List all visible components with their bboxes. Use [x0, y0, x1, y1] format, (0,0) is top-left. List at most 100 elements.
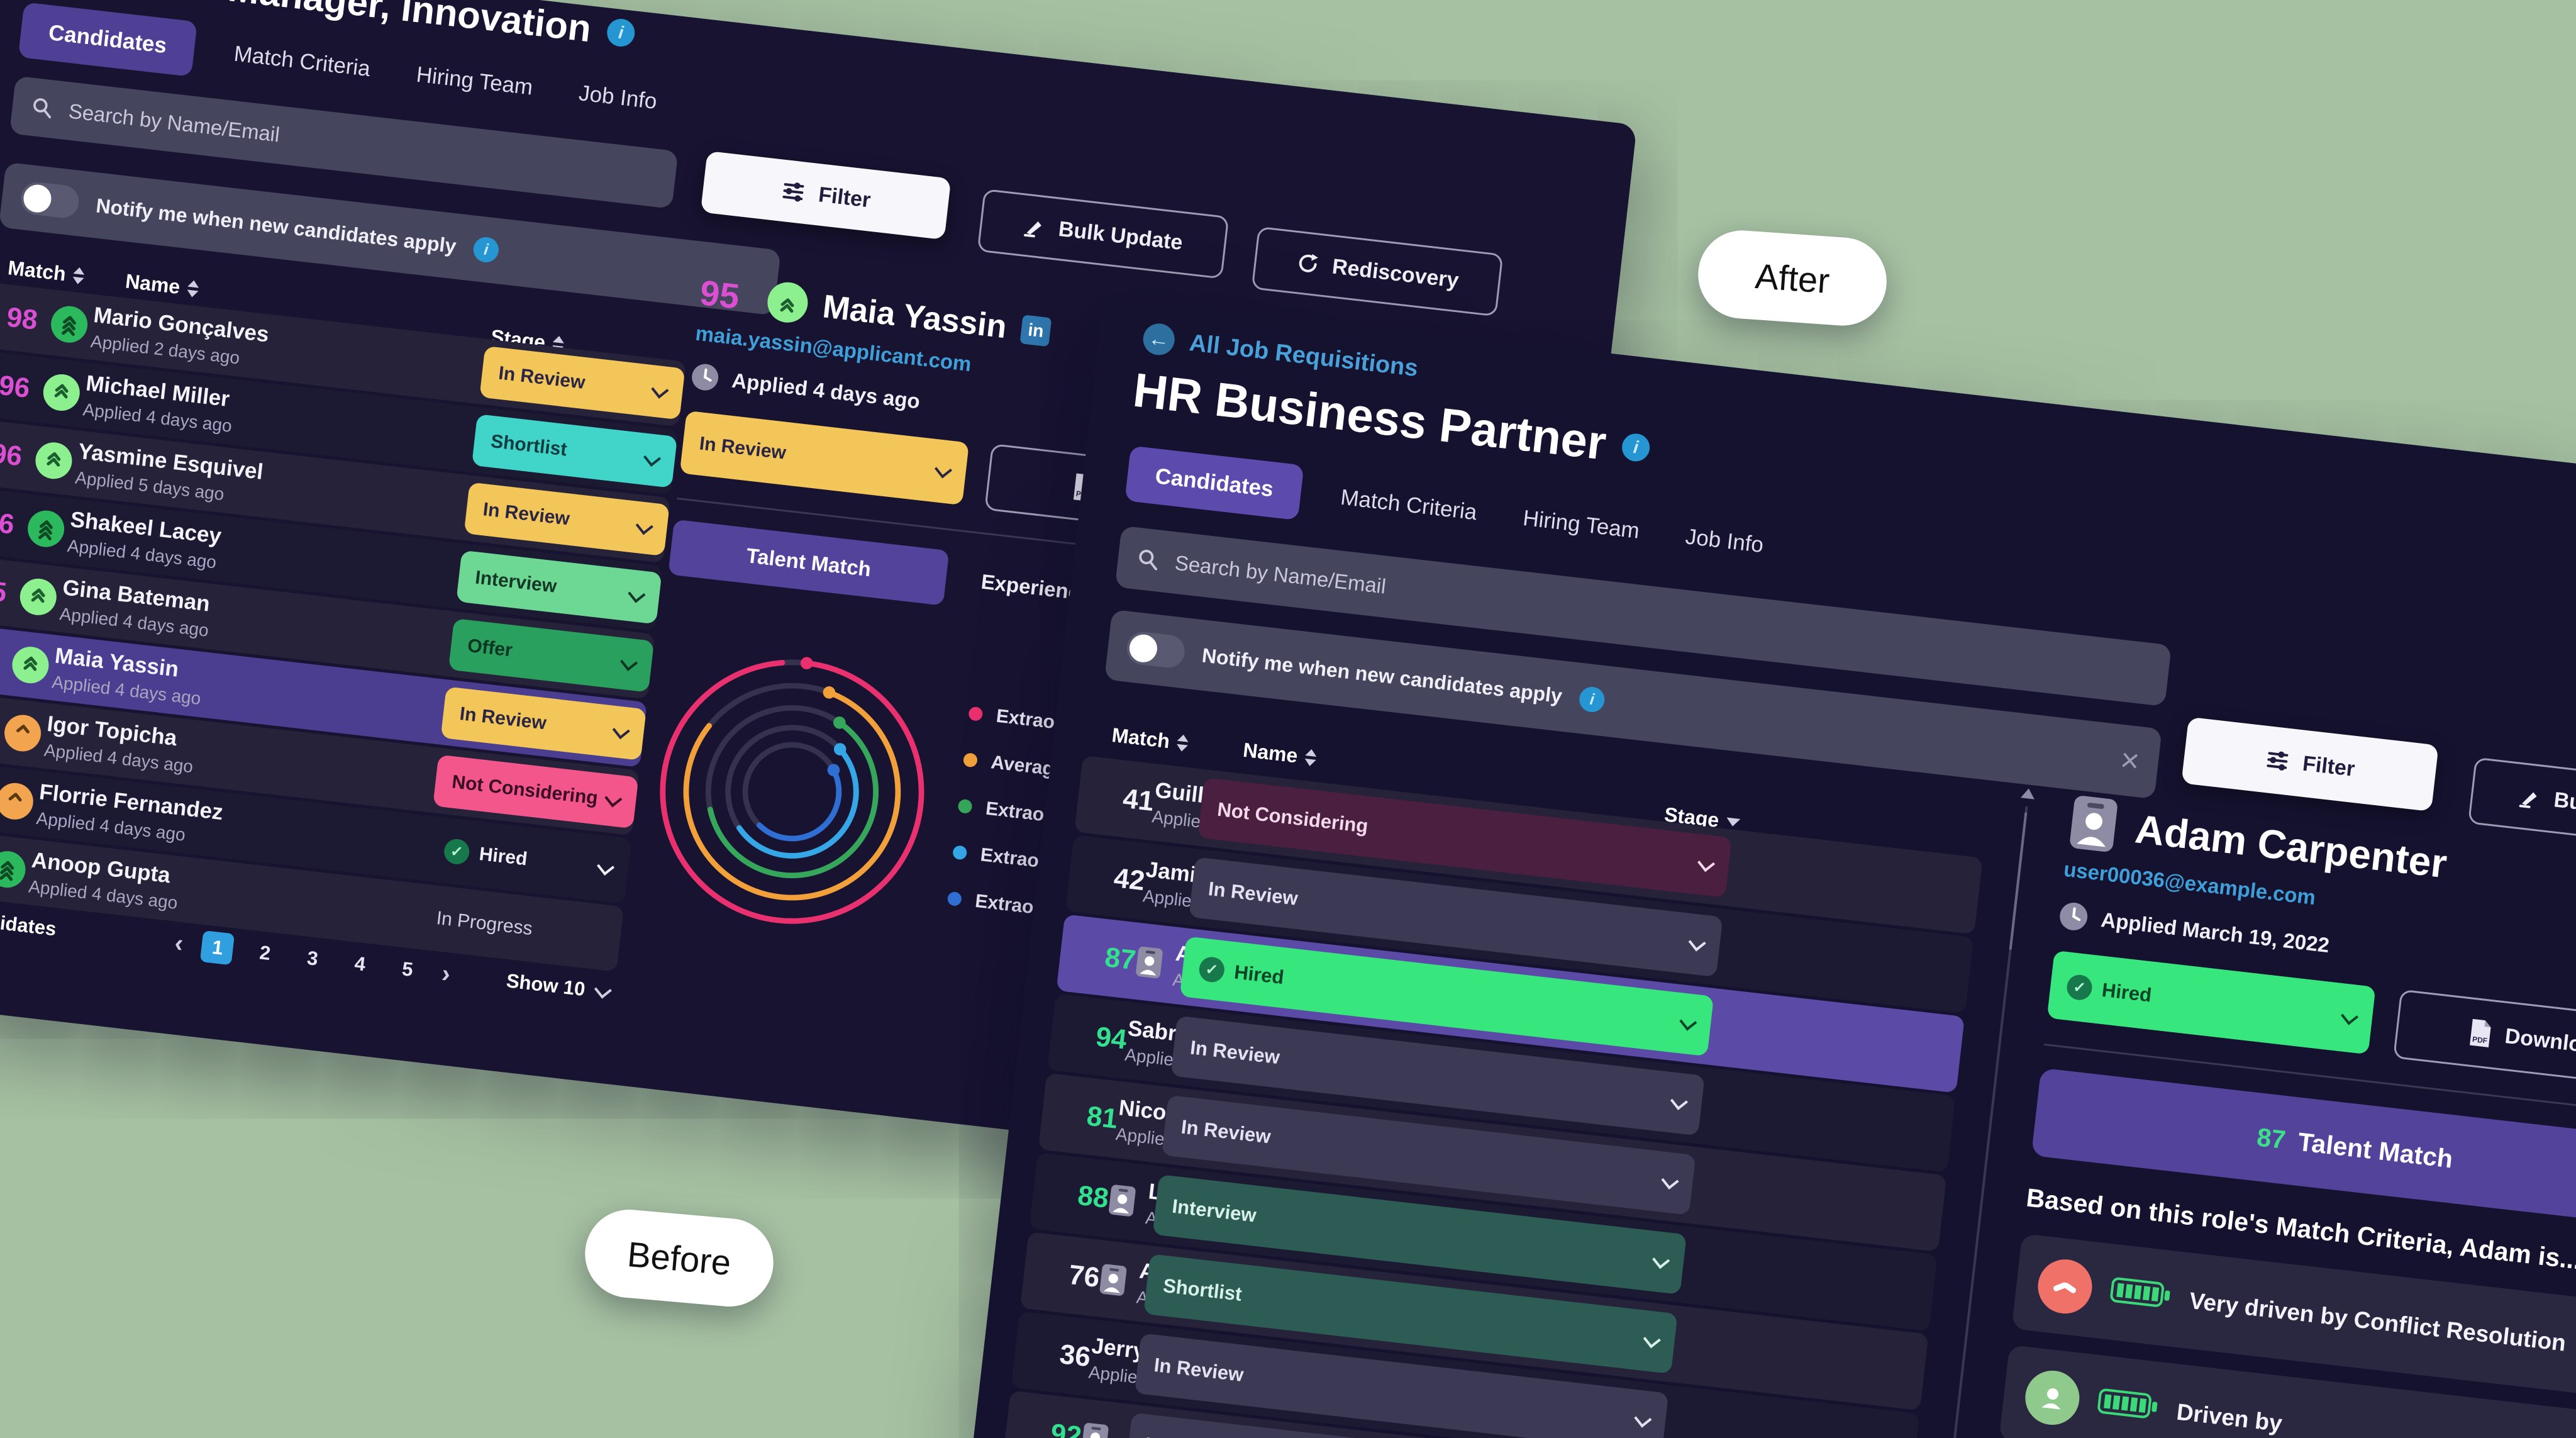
criteria-label: Very driven by Conflict Resolution: [2187, 1287, 2568, 1356]
info-icon[interactable]: i: [472, 235, 501, 264]
id-card-icon: [1097, 1262, 1129, 1298]
table-row[interactable]: 61 Florrie Fernandez Applied 4 days ago …: [0, 758, 632, 904]
stage-chip[interactable]: In Review: [479, 345, 686, 420]
chevron-down-icon: [934, 460, 952, 479]
id-card-icon: [1134, 945, 1165, 981]
tab-hiring-team[interactable]: Hiring Team: [1521, 505, 1641, 543]
stage-label: Shortlist: [489, 430, 569, 460]
match-score: 76: [1067, 1259, 1101, 1294]
page-button[interactable]: 3: [306, 947, 319, 970]
rediscovery-button[interactable]: Rediscovery: [1251, 226, 1504, 317]
stage-chip[interactable]: Offer: [448, 618, 655, 693]
stage-chip[interactable]: ✓ Hired: [425, 823, 631, 897]
bulk-update-button[interactable]: Bulk Update: [2467, 757, 2576, 852]
sort-desc-icon: [1726, 817, 1741, 827]
stage-dropdown[interactable]: In Review: [679, 410, 970, 506]
tab-talent-match[interactable]: Talent Match: [668, 519, 950, 606]
filter-label: Filter: [2301, 751, 2357, 781]
stage-dropdown[interactable]: ✓ Hired: [2046, 950, 2376, 1055]
table-row[interactable]: 95 Maia Yassin Applied 4 days ago In Rev…: [0, 621, 648, 767]
criteria-list: Very driven by Conflict Resolution Driven…: [1999, 1233, 2576, 1438]
table-row[interactable]: 87 Adam Carpenter Applied March 19, 2022…: [1056, 914, 1965, 1093]
stage-chip[interactable]: Shortlist: [471, 414, 678, 488]
page-button[interactable]: 1: [200, 930, 235, 966]
tab-hiring-team[interactable]: Hiring Team: [414, 62, 535, 100]
match-score: 95: [0, 638, 1, 677]
table-row[interactable]: 96 Shakeel Lacey Applied 4 days ago Inte…: [0, 486, 663, 632]
page-button[interactable]: 2: [258, 941, 272, 965]
chevron-down-icon: [604, 789, 623, 808]
table-row[interactable]: 96 Yasmine Esquivel Applied 5 days ago I…: [0, 417, 671, 564]
trend-icon: [18, 576, 58, 617]
applied-date: Applied March 1, 2022: [1087, 1362, 1265, 1402]
next-page-icon[interactable]: ›: [440, 959, 452, 988]
table-row[interactable]: 95 Gina Bateman Applied 4 days ago Offer: [0, 554, 655, 699]
scroll-up-icon[interactable]: [2021, 788, 2036, 800]
toggle-knob: [22, 183, 53, 215]
refresh-icon: [1299, 254, 1318, 272]
tab-job-info[interactable]: Job Info: [577, 81, 658, 114]
page-button[interactable]: 4: [353, 952, 367, 976]
candidate-detail-panel: Adam Carpenter user00036@example.com App…: [1997, 792, 2576, 1438]
prev-page-icon[interactable]: ‹: [173, 928, 185, 957]
page-size-select[interactable]: Show 10: [505, 969, 612, 1003]
stage-chip[interactable]: In Progress: [418, 891, 623, 965]
table-row[interactable]: 88 Lindon Roth Applied March 5, 2022 Int…: [1029, 1152, 1938, 1332]
notify-toggle[interactable]: [1125, 630, 1187, 670]
filter-label: Filter: [817, 182, 872, 213]
info-icon[interactable]: i: [1620, 432, 1652, 463]
close-icon[interactable]: ×: [2118, 741, 2141, 780]
sort-icon: [186, 279, 200, 298]
stage-chip[interactable]: In Review: [440, 686, 647, 761]
stage-label: Offer: [466, 635, 514, 661]
filter-button[interactable]: Filter: [700, 150, 952, 240]
before-pill-label: Before: [581, 1206, 777, 1310]
info-icon[interactable]: i: [606, 17, 636, 48]
trend-icon: [33, 440, 74, 481]
tab-match-criteria[interactable]: Match Criteria: [233, 41, 372, 82]
linkedin-icon[interactable]: in: [1019, 314, 1052, 347]
tab-candidates[interactable]: Candidates: [1124, 445, 1304, 521]
bulk-update-button[interactable]: Bulk Update: [977, 188, 1230, 279]
chevron-down-icon: [2340, 1007, 2359, 1025]
filter-button[interactable]: Filter: [2181, 716, 2439, 812]
legend-dot-icon: [968, 706, 984, 722]
tab-job-info[interactable]: Job Info: [1684, 524, 1765, 558]
stage-label: In Review: [482, 499, 571, 530]
trend-icon: [0, 781, 35, 822]
notify-toggle[interactable]: [19, 180, 80, 220]
match-score: 41: [1121, 783, 1156, 818]
stage-chip[interactable]: In Review: [464, 482, 670, 557]
applied-date: Applied 4 days ago: [730, 368, 921, 413]
match-score: 87: [1103, 942, 1138, 976]
match-score: 92: [1048, 1418, 1084, 1438]
match-score: 95: [0, 574, 8, 608]
tab-match-criteria[interactable]: Match Criteria: [1339, 484, 1479, 525]
candidate-name: Sabrina Jaffrey: [1126, 1015, 1287, 1058]
table-row[interactable]: 98 Mario Gonçalves Applied 2 days ago In…: [0, 281, 686, 427]
tab-candidates[interactable]: Candidates: [18, 2, 197, 77]
match-score: 36: [1058, 1339, 1092, 1373]
table-row[interactable]: 93 Igor Topicha Applied 4 days ago Not C…: [0, 689, 640, 836]
sort-icon: [1176, 733, 1190, 752]
scroll-thumb[interactable]: [2009, 812, 2028, 950]
match-score: 42: [1112, 862, 1146, 897]
back-icon[interactable]: ←: [1141, 321, 1177, 357]
page-button[interactable]: 5: [401, 957, 414, 981]
trend-icon: [3, 713, 43, 754]
stage-chip[interactable]: Interview: [456, 550, 662, 625]
table-row[interactable]: 76 Amy Lam Applied March 3, 2022 Shortli…: [1019, 1232, 1929, 1411]
stage-label: Not Considering: [450, 771, 599, 809]
download-pdf-button[interactable]: PDF Download PDF: [2392, 989, 2576, 1096]
legend-dot-icon: [962, 752, 979, 768]
stage-label: In Review: [497, 362, 587, 394]
table-row[interactable]: 92 Anoop Gupta Applied 4 days ago In Pro…: [0, 826, 625, 972]
pdf-file-icon: PDF: [2470, 1018, 2491, 1047]
stage-chip[interactable]: Not Considering: [433, 754, 639, 829]
search-icon: [1139, 549, 1157, 571]
table-row[interactable]: 96 Michael Miller Applied 4 days ago Sho…: [0, 349, 679, 495]
search-bar: [1114, 525, 2172, 707]
table-row[interactable]: 92 In Review: [1002, 1390, 1911, 1438]
info-icon[interactable]: i: [1578, 685, 1606, 714]
match-score: 96: [0, 438, 24, 472]
